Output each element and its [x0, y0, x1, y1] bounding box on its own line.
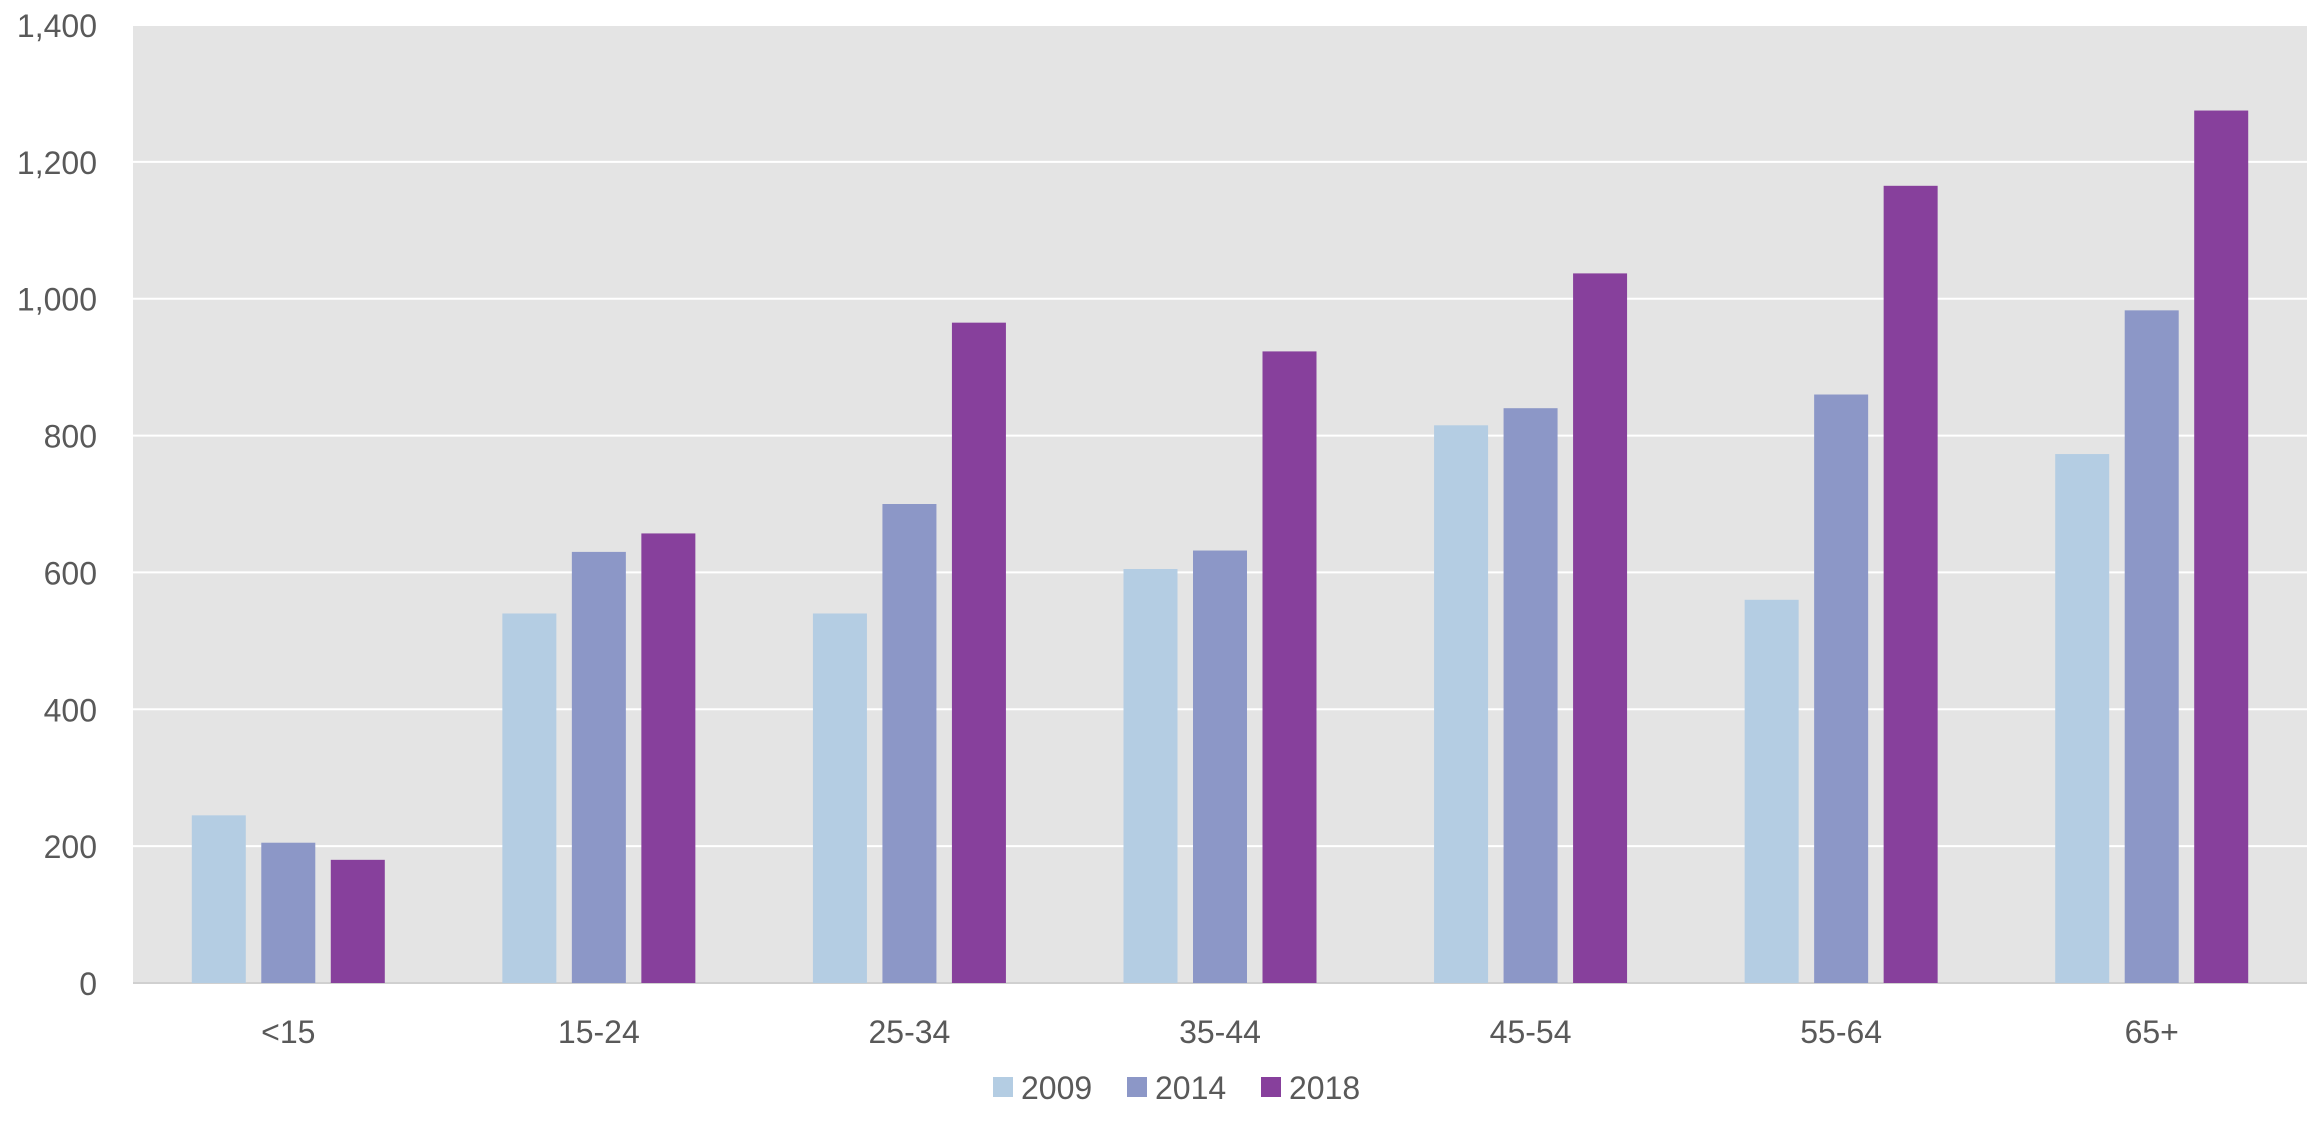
bar-2018-15-24	[641, 533, 696, 983]
bar-2014-25-34	[882, 504, 937, 983]
bar-2009-45-54	[1434, 425, 1489, 983]
bar-2014-45-54	[1503, 408, 1558, 983]
x-tick-label: 35-44	[1179, 1014, 1261, 1050]
bar-2014-65+	[2124, 310, 2179, 983]
y-axis: 0 200 400 600 800 1,000 1,200 1,400	[17, 8, 97, 1002]
x-tick-label: 45-54	[1490, 1014, 1572, 1050]
bars	[191, 110, 2249, 984]
bar-2009-55-64	[1744, 599, 1799, 983]
bar-2018-<15	[330, 859, 385, 983]
bar-2009-35-44	[1123, 569, 1178, 983]
bar-2018-35-44	[1262, 351, 1317, 983]
legend-swatch-2014	[1127, 1077, 1147, 1097]
bar-2014-<15	[261, 842, 316, 983]
bar-2014-55-64	[1814, 394, 1869, 983]
y-tick-label: 0	[79, 966, 97, 1002]
bar-2014-35-44	[1193, 550, 1247, 983]
legend: 2009 2014 2018	[993, 1070, 1360, 1106]
y-tick-label: 800	[44, 419, 97, 455]
bar-2009-25-34	[812, 613, 867, 983]
legend-swatch-2018	[1261, 1077, 1281, 1097]
legend-label-2009: 2009	[1021, 1070, 1092, 1106]
y-tick-label: 1,400	[17, 8, 97, 44]
bar-2018-45-54	[1573, 273, 1628, 983]
x-axis: <15 15-24 25-34 35-44 45-54 55-64 65+	[261, 1014, 2179, 1050]
y-tick-label: 1,200	[17, 145, 97, 181]
x-tick-label: 55-64	[1800, 1014, 1882, 1050]
y-tick-label: 1,000	[17, 282, 97, 318]
x-tick-label: <15	[261, 1014, 315, 1050]
bar-2018-25-34	[951, 322, 1006, 983]
bar-2009-<15	[191, 815, 246, 983]
legend-label-2014: 2014	[1155, 1070, 1226, 1106]
bar-2009-65+	[2055, 454, 2110, 984]
legend-swatch-2009	[993, 1077, 1013, 1097]
x-tick-label: 15-24	[558, 1014, 640, 1050]
x-tick-label: 25-34	[869, 1014, 951, 1050]
y-tick-label: 400	[44, 692, 97, 728]
bar-2018-65+	[2194, 110, 2249, 984]
y-tick-label: 200	[44, 829, 97, 865]
legend-label-2018: 2018	[1289, 1070, 1360, 1106]
bar-2014-15-24	[571, 551, 626, 983]
bar-2018-55-64	[1883, 185, 1938, 984]
x-tick-label: 65+	[2125, 1014, 2179, 1050]
bar-2009-15-24	[502, 613, 557, 983]
y-tick-label: 600	[44, 555, 97, 591]
